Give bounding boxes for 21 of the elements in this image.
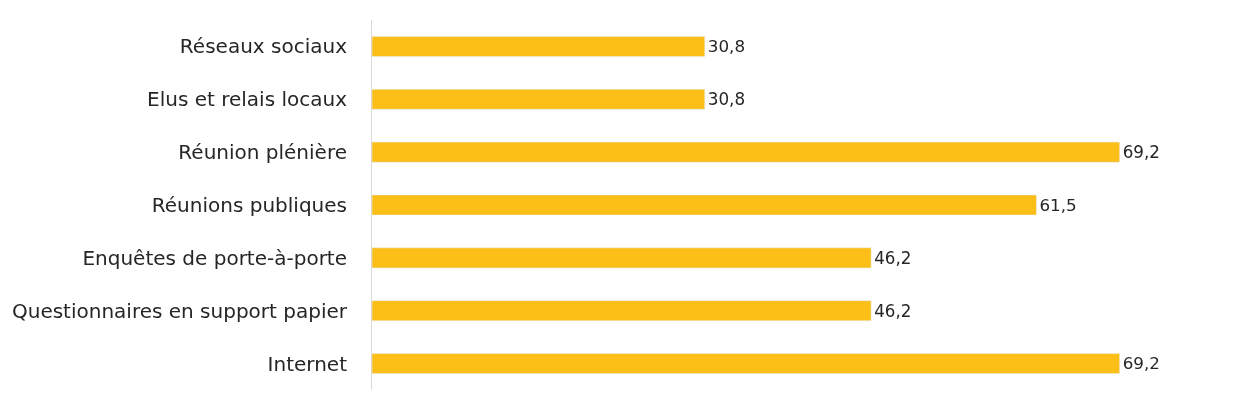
data-label: 46,2: [874, 247, 912, 268]
data-label: 69,2: [1122, 142, 1160, 162]
bar: [372, 36, 706, 57]
y-tick-label: Internet: [267, 351, 348, 376]
y-tick-label: Enquêtes de porte-à-porte: [82, 245, 347, 270]
bar: [372, 300, 872, 322]
data-label: 30,8: [707, 36, 746, 57]
y-tick-label: Questionnaires en support papier: [11, 298, 348, 323]
data-label: 69,2: [1122, 353, 1160, 374]
y-tick-label: Réunions publiques: [151, 193, 347, 217]
bar: [372, 88, 706, 110]
y-tick-label: Elus et relais locaux: [147, 87, 348, 112]
data-label: 46,2: [874, 300, 912, 321]
y-tick-label: Réseaux sociaux: [179, 34, 348, 59]
bar: [372, 353, 1120, 374]
data-label: 30,8: [707, 89, 746, 110]
bar: [372, 141, 1120, 163]
y-tick-label: Réunion plénière: [178, 140, 347, 165]
data-label: 61,5: [1039, 194, 1077, 215]
bar: [372, 247, 872, 269]
bar: [372, 194, 1037, 216]
